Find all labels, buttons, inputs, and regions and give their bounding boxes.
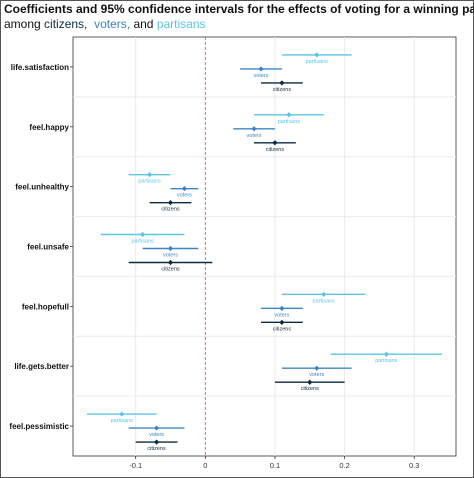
category-label-life-satisfaction: life.satisfaction [11,63,69,72]
partisans-feel-hopefull-label: partisans [313,298,336,304]
chart-title-line2: among citizens, voters, and partisans [4,17,470,32]
voters-feel-happy-label: voters [247,133,262,139]
title-voters: voters, [94,17,131,31]
citizens-feel-pessimistic-label: citizens [147,446,166,452]
voters-feel-hopefull-point [279,305,285,311]
voters-life-gets-better-label: voters [309,372,324,378]
citizens-feel-unhealthy-point [167,200,174,206]
voters-feel-pessimistic-label: voters [149,432,164,438]
x-tick-label-2: 0.1 [270,461,280,470]
title-partisans: partisans [156,17,206,31]
citizens-life-gets-better-point [307,379,313,385]
voters-feel-hopefull-label: voters [274,312,289,318]
category-label-life-gets-better: life.gets.better [14,362,69,371]
category-label-feel-happy: feel.happy [29,123,69,132]
partisans-feel-unsafe-label: partisans [131,239,154,245]
chart-title: Coefficients and 95% confidence interval… [4,2,474,32]
chart-title-line1: Coefficients and 95% confidence interval… [4,2,474,16]
plot-panel [72,36,457,457]
partisans-feel-unhealthy-point [147,172,153,178]
partisans-feel-unhealthy-label: partisans [138,179,161,185]
category-label-feel-unhealthy: feel.unhealthy [15,183,69,192]
citizens-feel-unsafe-point [167,259,174,266]
title-and: and [133,17,154,31]
partisans-life-satisfaction-label: partisans [306,59,329,65]
partisans-feel-pessimistic-point [119,411,125,417]
partisans-life-gets-better-point [383,351,389,357]
partisans-life-satisfaction-point [314,52,320,58]
citizens-feel-happy-point [272,140,278,146]
citizens-feel-happy-label: citizens [266,147,285,153]
citizens-life-satisfaction-point [279,80,285,86]
partisans-feel-happy-label: partisans [278,119,301,125]
voters-life-gets-better-point [314,365,320,371]
citizens-feel-hopefull-point [279,319,285,325]
x-tick-label-1: 0 [203,461,207,470]
partisans-feel-pessimistic-label: partisans [111,418,134,424]
voters-feel-unsafe-label: voters [163,253,178,259]
category-label-feel-pessimistic: feel.pessimistic [9,422,69,431]
title-citizens: citizens, [44,17,88,31]
title-prefix: among [4,17,41,31]
partisans-life-gets-better-label: partisans [375,358,398,364]
voters-life-satisfaction-label: voters [254,73,269,79]
partisans-feel-hopefull-point [321,291,327,297]
x-tick-label-0: -0.1 [129,461,142,470]
voters-feel-unhealthy-point [181,186,188,192]
citizens-life-satisfaction-label: citizens [273,87,292,93]
citizens-feel-hopefull-label: citizens [273,326,292,332]
voters-feel-unsafe-point [167,245,174,252]
citizens-feel-unhealthy-label: citizens [161,207,180,213]
x-tick-label-3: 0.2 [339,461,349,470]
x-tick-label-4: 0.3 [409,461,419,470]
voters-life-satisfaction-point [258,66,264,72]
partisans-feel-unsafe-point [140,231,146,238]
partisans-feel-happy-point [286,112,292,118]
citizens-feel-pessimistic-point [153,439,160,445]
citizens-life-gets-better-label: citizens [301,386,320,392]
category-label-feel-hopefull: feel.hopefull [22,302,69,311]
voters-feel-pessimistic-point [153,425,160,431]
voters-feel-unhealthy-label: voters [177,193,192,199]
voters-feel-happy-point [251,126,257,132]
citizens-feel-unsafe-label: citizens [161,267,180,273]
category-label-feel-unsafe: feel.unsafe [27,243,69,252]
